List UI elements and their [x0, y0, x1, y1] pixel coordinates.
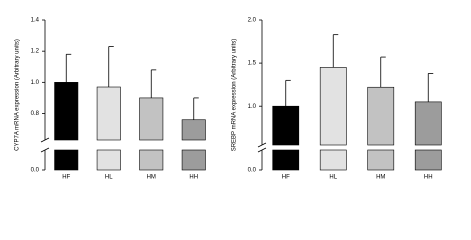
x-tick-label: HM — [376, 175, 385, 181]
bar — [54, 82, 79, 141]
y-tick-label: 0.8 — [31, 111, 40, 117]
y-tick-label: 0.0 — [248, 168, 257, 174]
y-tick-label: 1.0 — [31, 80, 40, 86]
bar — [139, 149, 164, 171]
bar — [96, 86, 121, 141]
bar — [181, 119, 206, 141]
bar — [54, 149, 79, 171]
bar — [414, 149, 442, 171]
bar — [367, 86, 395, 146]
y-tick-label: 1.2 — [31, 49, 40, 55]
x-tick-label: HH — [189, 175, 198, 181]
y-tick-label: 1.0 — [248, 104, 257, 110]
axis-break — [40, 137, 50, 143]
y-tick-label: 1.4 — [31, 18, 40, 24]
bar — [272, 105, 300, 146]
x-tick-label: HH — [424, 175, 433, 181]
y-tick-label: 0.0 — [31, 168, 40, 174]
x-tick-label: HF — [62, 175, 70, 181]
x-tick-label: HL — [329, 175, 337, 181]
bar — [139, 97, 164, 141]
y-tick-label: 1.5 — [248, 61, 257, 67]
bar — [272, 149, 300, 171]
y-axis-title: CYP7A mRNA expression (Arbitrary units) — [15, 39, 21, 151]
y-axis-title: SREBP mRNA expression (Arbitrary units) — [232, 39, 238, 152]
x-tick-label: HM — [147, 175, 156, 181]
figure: CYP7A mRNA expression (Arbitrary units) 0… — [15, 18, 442, 181]
axis-break — [257, 142, 267, 148]
x-tick-label: HL — [105, 175, 113, 181]
bar — [181, 149, 206, 171]
bar — [96, 149, 121, 171]
bar — [319, 149, 347, 171]
bar — [414, 101, 442, 146]
axis-break — [257, 147, 267, 153]
y-tick-label: 2.0 — [248, 18, 257, 24]
x-tick-label: HF — [282, 175, 290, 181]
axis-break — [40, 147, 50, 153]
bar — [367, 149, 395, 171]
bar — [319, 67, 347, 146]
